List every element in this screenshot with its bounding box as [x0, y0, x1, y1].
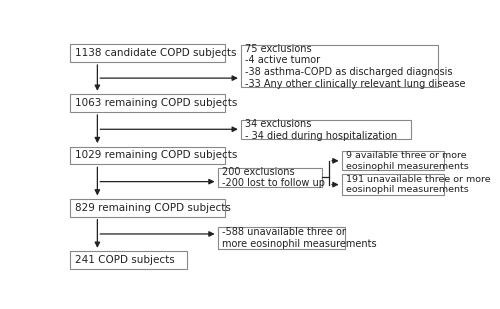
FancyBboxPatch shape: [70, 146, 226, 164]
Text: 75 exclusions
-4 active tumor
-38 asthma-COPD as discharged diagnosis
-33 Any ot: 75 exclusions -4 active tumor -38 asthma…: [246, 44, 466, 89]
FancyBboxPatch shape: [70, 251, 186, 269]
Text: 829 remaining COPD subjects: 829 remaining COPD subjects: [75, 203, 231, 213]
FancyBboxPatch shape: [241, 45, 438, 87]
Text: -588 unavailable three or
more eosinophil measurements: -588 unavailable three or more eosinophi…: [222, 227, 377, 249]
FancyBboxPatch shape: [70, 94, 226, 112]
FancyBboxPatch shape: [218, 168, 322, 187]
FancyBboxPatch shape: [70, 199, 226, 217]
Text: 200 exclusions
-200 lost to follow up: 200 exclusions -200 lost to follow up: [222, 167, 325, 188]
Text: 9 available three or more
eosinophil measurements: 9 available three or more eosinophil mea…: [346, 151, 469, 171]
FancyBboxPatch shape: [342, 174, 444, 195]
Text: 1138 candidate COPD subjects: 1138 candidate COPD subjects: [75, 48, 236, 58]
FancyBboxPatch shape: [342, 151, 444, 170]
FancyBboxPatch shape: [241, 120, 411, 139]
FancyBboxPatch shape: [218, 227, 346, 249]
Text: 191 unavailable three or more
eosinophil measurements: 191 unavailable three or more eosinophil…: [346, 175, 491, 194]
Text: 34 exclusions
- 34 died during hospitalization: 34 exclusions - 34 died during hospitali…: [246, 119, 398, 141]
Text: 241 COPD subjects: 241 COPD subjects: [75, 255, 174, 265]
Text: 1029 remaining COPD subjects: 1029 remaining COPD subjects: [75, 150, 237, 160]
FancyBboxPatch shape: [70, 44, 226, 62]
Text: 1063 remaining COPD subjects: 1063 remaining COPD subjects: [75, 98, 237, 108]
